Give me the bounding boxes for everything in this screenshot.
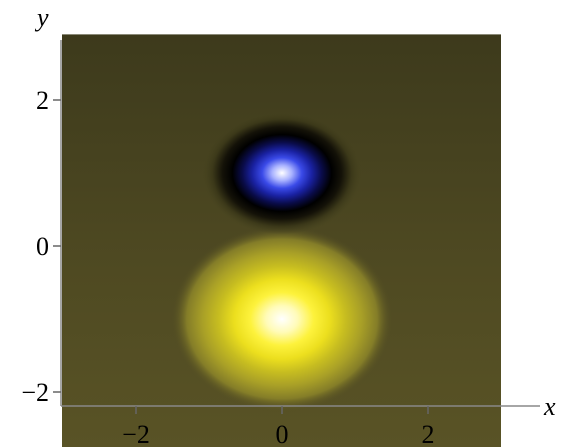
x-tick-label: 0 bbox=[276, 420, 289, 447]
trough-feature bbox=[202, 111, 362, 235]
y-axis-label: y bbox=[34, 3, 49, 32]
heatmap-area bbox=[62, 34, 501, 447]
x-axis-label: x bbox=[543, 392, 556, 421]
ticks: −2 0 2 2 0 −2 bbox=[21, 86, 434, 447]
y-tick-label: 0 bbox=[36, 232, 49, 261]
x-tick-label: 2 bbox=[422, 420, 435, 447]
y-tick-label: −2 bbox=[21, 378, 49, 407]
y-tick-label: 2 bbox=[36, 86, 49, 115]
axes bbox=[60, 40, 540, 407]
x-tick-label: −2 bbox=[122, 420, 150, 447]
peak-feature bbox=[170, 225, 394, 413]
